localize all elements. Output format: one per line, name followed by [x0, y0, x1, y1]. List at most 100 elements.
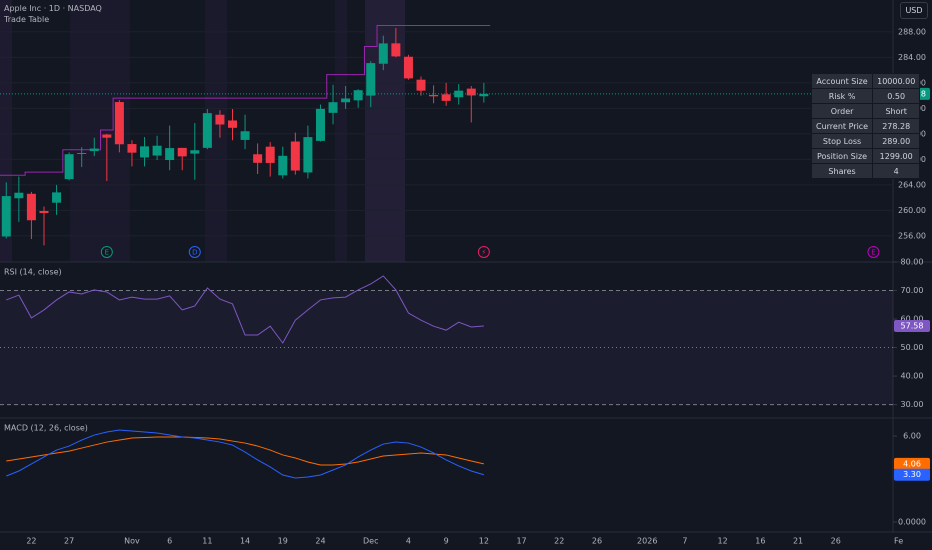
- row-label: Account Size: [810, 73, 874, 89]
- row-label: Risk %: [810, 88, 874, 104]
- x-tick-label: 2026: [637, 537, 657, 546]
- x-tick-label: 12: [718, 537, 728, 546]
- candle-body: [454, 90, 464, 98]
- candle-body: [416, 79, 426, 91]
- row-label: Shares: [810, 163, 874, 179]
- session-shading: [0, 0, 405, 262]
- rsi-band: [0, 290, 893, 405]
- table-row: Current Price 278.28: [810, 118, 921, 134]
- candle-body: [466, 88, 476, 96]
- candle-body: [127, 144, 137, 153]
- indicator-line: [6, 436, 484, 466]
- candle-body: [39, 211, 49, 214]
- table-row: Account Size 10000.00: [810, 73, 921, 89]
- x-tick-label: 22: [554, 537, 564, 546]
- candle-body: [240, 131, 250, 140]
- candle-body: [228, 120, 237, 128]
- x-tick-label: 14: [240, 537, 250, 546]
- candle-body: [165, 148, 175, 161]
- y-tick-label: 0.0000: [898, 517, 926, 526]
- x-tick-label: 9: [444, 537, 449, 546]
- candle-body: [391, 43, 401, 57]
- x-tick-label: 26: [831, 537, 841, 546]
- x-tick-label: Nov: [124, 537, 140, 546]
- candle-body: [253, 154, 263, 163]
- trade-table: Account Size 10000.00 Risk % 0.50 Order Short…: [810, 73, 921, 179]
- candle-body: [102, 134, 112, 138]
- candle-body: [278, 155, 288, 176]
- y-tick-label: 50.00: [901, 343, 924, 352]
- shade: [365, 0, 405, 262]
- event-label: ⚡: [481, 249, 486, 257]
- candle-body: [52, 192, 62, 203]
- candle-body: [315, 108, 325, 141]
- candle-body: [64, 154, 74, 180]
- candle-body: [26, 193, 36, 221]
- y-tick-label: 70.00: [901, 286, 924, 295]
- y-tick-label: 284.00: [898, 53, 926, 62]
- macd-title: MACD (12, 26, close): [4, 424, 88, 433]
- candle-body: [403, 56, 413, 79]
- row-label: Stop Loss: [810, 133, 874, 149]
- candle-body: [479, 93, 489, 97]
- last-value-label-bg: [894, 319, 930, 332]
- y-tick-label: 264.00: [898, 180, 926, 189]
- candle-body: [190, 150, 200, 154]
- rsi-title: RSI (14, close): [4, 268, 62, 277]
- candle-body: [202, 113, 212, 148]
- candle-body: [265, 146, 275, 163]
- x-tick-label: 27: [64, 537, 74, 546]
- currency-button[interactable]: USD: [900, 2, 928, 19]
- row-value: Short: [872, 103, 921, 119]
- x-tick-label: 16: [755, 537, 765, 546]
- x-tick-label: 19: [278, 537, 288, 546]
- row-label: Order: [810, 103, 874, 119]
- candle-body: [366, 63, 376, 96]
- y-tick-label: 60.00: [901, 315, 924, 324]
- y-tick-label: 260.00: [898, 206, 926, 215]
- candle-body: [441, 94, 451, 101]
- y-tick-label: 6.00: [903, 432, 921, 441]
- candle-body: [353, 90, 363, 101]
- candle-body: [152, 145, 162, 156]
- event-label: E: [871, 249, 875, 257]
- last-value-label: 4.06: [903, 459, 921, 468]
- last-value-label-bg: [894, 468, 930, 481]
- table-row: Order Short: [810, 103, 921, 119]
- shade: [205, 0, 227, 262]
- symbol-title: Apple Inc · 1D · NASDAQ: [4, 4, 102, 13]
- shade: [335, 0, 347, 262]
- row-value: 10000.00: [872, 73, 921, 89]
- step-line: [0, 24, 491, 176]
- event-badge: [100, 246, 113, 258]
- candle-body: [140, 146, 150, 158]
- event-badge: [188, 246, 201, 258]
- indicator-line: [6, 275, 484, 344]
- y-tick-label: 288.00: [898, 27, 926, 36]
- table-row: Position Size 1299.00: [810, 148, 921, 164]
- x-tick-label: 4: [406, 537, 411, 546]
- x-tick-label: 6: [167, 537, 172, 546]
- x-tick-label: 24: [315, 537, 325, 546]
- row-label: Current Price: [810, 118, 874, 134]
- candle-body: [77, 152, 87, 154]
- candle-body: [89, 148, 99, 152]
- last-value-label-bg: [894, 457, 930, 470]
- table-row: Stop Loss 289.00: [810, 133, 921, 149]
- row-value: 4: [872, 163, 921, 179]
- candle-body: [341, 98, 351, 103]
- candle-body: [429, 94, 439, 97]
- table-row: Risk % 0.50: [810, 88, 921, 104]
- indicator-line: [6, 429, 484, 479]
- last-value-label: 3.30: [903, 470, 921, 479]
- y-tick-label: 256.00: [898, 231, 926, 240]
- x-tick-label: 17: [516, 537, 526, 546]
- x-tick-label: 7: [682, 537, 687, 546]
- x-tick-label: 11: [202, 537, 212, 546]
- table-row: Shares 4: [810, 163, 921, 179]
- row-value: 0.50: [872, 88, 921, 104]
- candle-body: [290, 141, 300, 171]
- candle-body: [1, 196, 11, 237]
